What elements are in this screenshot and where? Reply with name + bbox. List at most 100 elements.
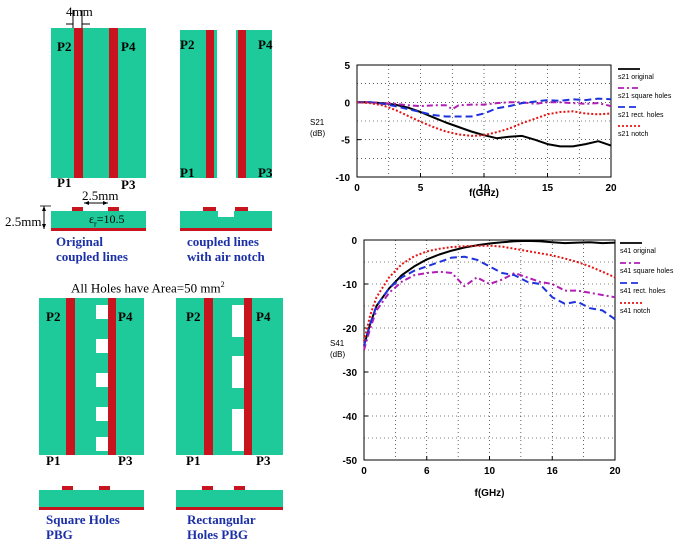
legend-label: s21 square holes <box>618 93 672 100</box>
x-axis-label: f(GHz) <box>469 188 499 199</box>
cross-section-strip <box>202 486 213 490</box>
series-line-s21-original <box>357 101 612 148</box>
x-tick-label: 0 <box>354 183 360 194</box>
strip-line-right <box>238 30 246 178</box>
port-p2-label: P2 <box>46 309 61 324</box>
cross-section-strip <box>108 207 119 211</box>
series-line-s41-rect-holes <box>363 255 616 346</box>
port-p2-label: P2 <box>180 37 195 52</box>
y-tick-label: 0 <box>344 98 350 109</box>
air-notch <box>218 211 234 217</box>
dim-2-5mm-spacing-label: 2.5mm <box>82 188 119 203</box>
strip-line-right <box>108 298 116 455</box>
x-tick-label: 15 <box>542 183 554 194</box>
y-tick-label: -50 <box>343 456 358 467</box>
rect-hole <box>232 356 244 388</box>
y-axis-label: S21 <box>310 118 325 127</box>
y-tick-label: -20 <box>343 324 358 335</box>
y-axis-unit: (dB) <box>310 129 325 138</box>
port-p3-label: P3 <box>121 177 136 192</box>
y-tick-label: -5 <box>341 136 350 147</box>
legend-label: s41 rect. holes <box>620 288 666 295</box>
arrow-head <box>42 206 46 211</box>
series-line-s21-notch <box>356 101 612 137</box>
cross-section-ground <box>39 507 144 510</box>
y-tick-label: -10 <box>343 280 358 291</box>
y-tick-label: -10 <box>336 173 351 184</box>
x-tick-label: 6 <box>424 466 430 477</box>
legend-label: s41 original <box>620 248 656 255</box>
legend-label: s41 square holes <box>620 268 674 275</box>
y-tick-label: 5 <box>344 61 350 72</box>
port-p1-label: P1 <box>57 175 72 190</box>
square-hole <box>96 305 108 319</box>
y-tick-label: -40 <box>343 412 358 423</box>
x-tick-label: 0 <box>361 466 367 477</box>
strip-line-left <box>204 298 213 455</box>
strip-line-right <box>244 298 252 455</box>
port-p4-label: P4 <box>258 37 273 52</box>
s21-chart: 0 5 10 15 20 5 0 -5 -10 S21 (dB) f(GHz) s21 original… <box>310 61 672 199</box>
port-p1-label: P1 <box>46 453 61 468</box>
substrate <box>51 28 146 178</box>
x-axis-label: f(GHz) <box>475 488 505 499</box>
series-line-s41-square-holes <box>363 270 616 351</box>
legend-label: s41 notch <box>620 308 650 315</box>
series-line-s21-rect-holes <box>357 97 612 118</box>
cross-section-strip <box>203 207 216 211</box>
cross-section-substrate <box>39 490 144 508</box>
x-tick-label: 5 <box>418 183 424 194</box>
square-hole <box>96 437 108 451</box>
x-tick-label: 16 <box>547 466 559 477</box>
caption-square-holes: Square Holes PBG <box>46 512 120 542</box>
rect-hole <box>232 305 244 337</box>
holes-area-note: All Holes have Area=50 mm2 <box>71 280 225 296</box>
y-tick-label: 0 <box>351 236 357 247</box>
series-line-s21-square-holes <box>357 101 612 111</box>
port-p4-label: P4 <box>118 309 133 324</box>
substrate <box>39 298 144 455</box>
legend-label: s21 original <box>618 74 654 81</box>
square-hole <box>96 407 108 421</box>
strip-line-left <box>206 30 214 178</box>
x-tick-label: 20 <box>605 183 617 194</box>
cross-section-strip <box>235 207 248 211</box>
port-p1-label: P1 <box>186 453 201 468</box>
arrow-head <box>103 201 108 205</box>
port-p2-label: P2 <box>57 39 72 54</box>
square-hole <box>96 339 108 353</box>
y-tick-label: -30 <box>343 368 358 379</box>
arrow-head <box>84 201 89 205</box>
port-p3-label: P3 <box>258 165 273 180</box>
port-p4-label: P4 <box>256 309 271 324</box>
plot-frame <box>363 239 616 461</box>
cross-section-ground <box>51 228 146 231</box>
cross-section-ground <box>180 228 272 231</box>
cross-section-substrate <box>176 490 283 508</box>
caption-original: Original coupled lines <box>56 234 128 264</box>
caption-notch: coupled lines with air notch <box>187 234 265 264</box>
strip-line-left <box>66 298 75 455</box>
cross-section-strip <box>62 486 73 490</box>
series-line-s41-notch <box>363 244 616 342</box>
port-p3-label: P3 <box>256 453 271 468</box>
cross-section-strip <box>72 207 83 211</box>
legend-label: s21 rect. holes <box>618 112 664 119</box>
dim-2-5mm-height-label: 2.5mm <box>5 214 42 229</box>
y-axis-label: S41 <box>330 339 345 348</box>
arrow-head <box>42 224 46 229</box>
s41-chart: 0 6 10 16 20 0 -10 -20 -30 -40 -50 S41 (dB) f(GHz) s41… <box>330 236 674 499</box>
y-axis-unit: (dB) <box>330 350 345 359</box>
caption-rect-holes: Rectangular Holes PBG <box>187 512 256 542</box>
permittivity-label: εr=10.5 <box>89 212 125 229</box>
cross-section-ground <box>176 507 283 510</box>
port-p3-label: P3 <box>118 453 133 468</box>
layout-drawings <box>39 10 283 510</box>
port-p1-label: P1 <box>180 165 195 180</box>
strip-line-left <box>74 28 83 178</box>
port-p2-label: P2 <box>186 309 201 324</box>
cross-section-substrate <box>180 211 272 229</box>
x-tick-label: 20 <box>609 466 621 477</box>
x-tick-label: 10 <box>478 183 490 194</box>
